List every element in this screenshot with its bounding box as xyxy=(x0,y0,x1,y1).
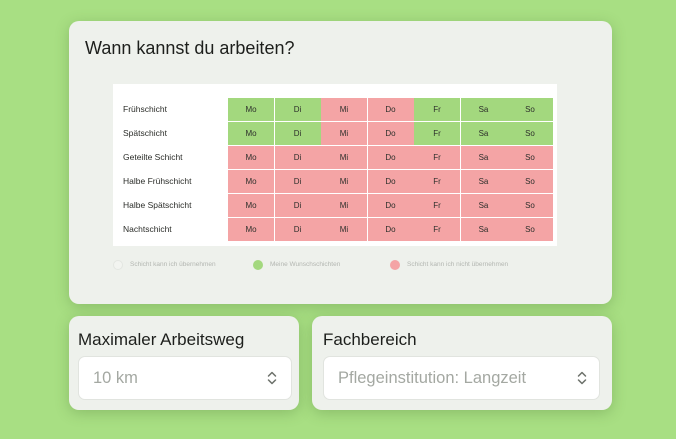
shift-cell[interactable]: Mi xyxy=(321,194,367,217)
shift-cell[interactable]: Di xyxy=(274,170,321,193)
shift-cell[interactable]: Mo xyxy=(228,218,274,241)
legend-dot-icon xyxy=(390,260,400,270)
department-card: Fachbereich Pflegeinstitution: Langzeit xyxy=(312,316,612,410)
shift-cell[interactable]: Mo xyxy=(228,122,274,145)
commute-card: Maximaler Arbeitsweg 10 km xyxy=(69,316,299,410)
shift-row-label: Nachtschicht xyxy=(123,224,172,234)
shift-cell[interactable]: Di xyxy=(274,146,321,169)
shift-cell[interactable]: Mi xyxy=(321,98,367,121)
department-title: Fachbereich xyxy=(323,330,417,349)
shift-cell[interactable]: Mo xyxy=(228,146,274,169)
shift-cell[interactable]: Mo xyxy=(228,194,274,217)
shift-row: Geteilte Schicht Mo Di Mi Do Fr Sa So xyxy=(113,146,557,169)
shift-cell[interactable]: Sa xyxy=(460,122,507,145)
shift-cell[interactable]: So xyxy=(507,146,553,169)
shift-cell[interactable]: Do xyxy=(367,146,414,169)
shift-cell[interactable]: Sa xyxy=(460,218,507,241)
shift-cell[interactable]: Di xyxy=(274,218,321,241)
shift-row: Nachtschicht Mo Di Mi Do Fr Sa So xyxy=(113,218,557,241)
shift-row-label: Geteilte Schicht xyxy=(123,152,183,162)
shift-cell[interactable]: Sa xyxy=(460,146,507,169)
shift-cell[interactable]: Do xyxy=(367,194,414,217)
shift-cell[interactable]: Di xyxy=(274,122,321,145)
shift-row: Halbe Frühschicht Mo Di Mi Do Fr Sa So xyxy=(113,170,557,193)
shift-row-label: Halbe Frühschicht xyxy=(123,176,192,186)
legend-dot-icon xyxy=(253,260,263,270)
shift-cell[interactable]: Fr xyxy=(414,146,460,169)
legend-label: Schicht kann ich nicht übernehmen xyxy=(407,261,509,268)
department-value: Pflegeinstitution: Langzeit xyxy=(338,369,527,387)
shift-cell[interactable]: Fr xyxy=(414,218,460,241)
shift-grid: Frühschicht Mo Di Mi Do Fr Sa So Spätschicht Mo Di… xyxy=(113,84,557,246)
shift-cell[interactable]: So xyxy=(507,194,553,217)
shift-cell[interactable]: Mo xyxy=(228,98,274,121)
shift-cell[interactable]: Mo xyxy=(228,170,274,193)
legend-label: Meine Wunschschichten xyxy=(270,261,341,268)
shift-cell[interactable]: Fr xyxy=(414,194,460,217)
legend: Schicht kann ich übernehmen Meine Wunschs… xyxy=(113,259,573,271)
legend-label: Schicht kann ich übernehmen xyxy=(130,261,216,268)
department-select[interactable]: Pflegeinstitution: Langzeit xyxy=(323,356,600,400)
shift-cell[interactable]: Fr xyxy=(414,98,460,121)
chevron-up-down-icon xyxy=(267,371,277,385)
shift-row-label: Spätschicht xyxy=(123,128,167,138)
shift-cell[interactable]: Sa xyxy=(460,98,507,121)
shift-cell[interactable]: Mi xyxy=(321,146,367,169)
shift-cell[interactable]: Sa xyxy=(460,170,507,193)
commute-title: Maximaler Arbeitsweg xyxy=(78,330,245,349)
shift-row: Spätschicht Mo Di Mi Do Fr Sa So xyxy=(113,122,557,145)
shift-cell[interactable]: Di xyxy=(274,98,321,121)
shift-row-label: Halbe Spätschicht xyxy=(123,200,192,210)
chevron-up-down-icon xyxy=(577,371,587,385)
shift-cell[interactable]: Do xyxy=(367,122,414,145)
shift-cell[interactable]: Sa xyxy=(460,194,507,217)
shift-cell[interactable]: Fr xyxy=(414,122,460,145)
shift-cell[interactable]: So xyxy=(507,218,553,241)
shift-row: Frühschicht Mo Di Mi Do Fr Sa So xyxy=(113,98,557,121)
commute-select[interactable]: 10 km xyxy=(78,356,292,400)
shift-cell[interactable]: So xyxy=(507,98,553,121)
legend-dot-icon xyxy=(113,260,123,270)
shift-cell[interactable]: Do xyxy=(367,98,414,121)
shift-cell[interactable]: Di xyxy=(274,194,321,217)
shift-cell[interactable]: Mi xyxy=(321,218,367,241)
shift-cell[interactable]: So xyxy=(507,122,553,145)
shift-cell[interactable]: Do xyxy=(367,218,414,241)
shift-row: Halbe Spätschicht Mo Di Mi Do Fr Sa So xyxy=(113,194,557,217)
shift-cell[interactable]: Mi xyxy=(321,170,367,193)
shift-row-label: Frühschicht xyxy=(123,104,167,114)
shift-cell[interactable]: So xyxy=(507,170,553,193)
availability-title: Wann kannst du arbeiten? xyxy=(85,38,295,58)
commute-value: 10 km xyxy=(93,369,138,387)
availability-card: Wann kannst du arbeiten? Frühschicht Mo Di… xyxy=(69,21,612,304)
shift-cell[interactable]: Mi xyxy=(321,122,367,145)
shift-cell[interactable]: Do xyxy=(367,170,414,193)
shift-cell[interactable]: Fr xyxy=(414,170,460,193)
